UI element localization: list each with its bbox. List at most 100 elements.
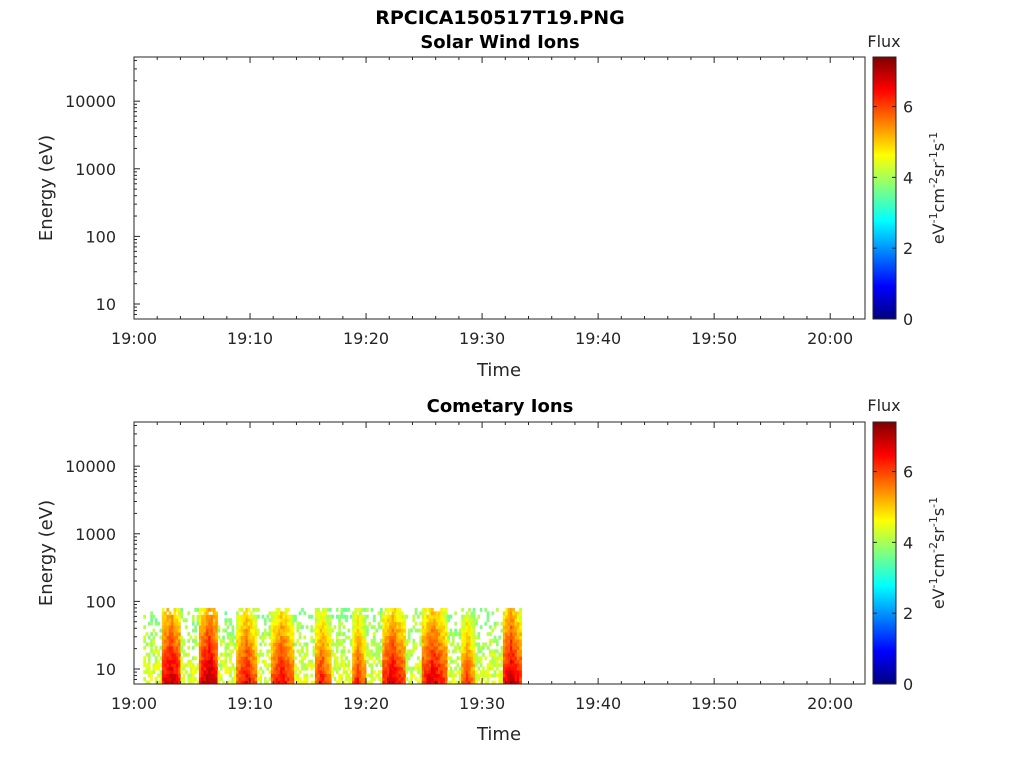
heatmap-cell — [331, 670, 334, 675]
panel-solar-wind-ions: Solar Wind Ions 19:00 19:10 19:20 19:30 19:4… — [36, 32, 948, 381]
heatmap-cell — [250, 645, 253, 650]
heatmap-cell — [461, 614, 464, 619]
heatmap-cell — [354, 611, 358, 616]
heatmap-cell — [389, 642, 392, 647]
heatmap-cell — [468, 642, 471, 647]
heatmap-cell — [393, 625, 397, 630]
heatmap-cell — [398, 642, 402, 647]
heatmap-cell — [342, 625, 346, 630]
heatmap-cell — [185, 663, 188, 668]
heatmap-cell — [215, 677, 218, 681]
heatmap-cell — [328, 673, 332, 678]
heatmap-cell — [175, 659, 179, 664]
heatmap-cell — [238, 614, 242, 619]
heatmap-cell — [256, 614, 260, 619]
heatmap-cell — [516, 673, 520, 678]
heatmap-cell — [444, 666, 448, 671]
heatmap-cell — [308, 614, 311, 619]
heatmap-cell — [219, 642, 223, 647]
heatmap-cell — [444, 607, 448, 612]
heatmap-cell — [145, 670, 149, 675]
heatmap-cell — [296, 666, 300, 671]
heatmap-cell — [461, 673, 464, 678]
heatmap-cell — [500, 649, 504, 654]
heatmap-cell — [275, 659, 279, 664]
heatmap-cell — [275, 611, 279, 616]
heatmap-cell — [498, 652, 502, 657]
heatmap-cell — [354, 614, 358, 619]
heatmap-cell — [201, 670, 205, 675]
heatmap-cell — [194, 628, 198, 633]
heatmap-cell — [198, 673, 202, 678]
heatmap-cell — [321, 618, 325, 623]
heatmap-cell — [328, 628, 332, 633]
heatmap-cell — [516, 670, 520, 675]
heatmap-cell — [458, 628, 462, 633]
heatmap-cell — [263, 628, 267, 633]
heatmap-cell — [298, 625, 302, 630]
heatmap-cell — [259, 673, 263, 678]
colorbar-unit: eV-1cm-2sr-1s-1 — [927, 132, 948, 244]
heatmap-cell — [491, 659, 495, 664]
heatmap-cell — [391, 611, 395, 616]
heatmap-cell — [315, 632, 318, 636]
heatmap-cell — [396, 656, 399, 661]
heatmap-cell — [303, 611, 307, 616]
heatmap-cell — [150, 639, 153, 643]
heatmap-cell — [301, 680, 304, 684]
heatmap-cell — [363, 635, 367, 640]
heatmap-cell — [502, 621, 506, 626]
heatmap-cell — [421, 677, 425, 681]
heatmap-cell — [277, 611, 281, 616]
heatmap-cell — [384, 625, 388, 630]
heatmap-cell — [203, 639, 207, 643]
heatmap-cell — [342, 652, 346, 657]
heatmap-cell — [379, 680, 383, 684]
heatmap-cell — [326, 670, 330, 675]
heatmap-cell — [396, 625, 399, 630]
heatmap-cell — [431, 645, 434, 650]
heatmap-cell — [289, 680, 293, 684]
heatmap-cell — [389, 628, 392, 633]
heatmap-cell — [509, 625, 513, 630]
heatmap-cell — [205, 680, 209, 684]
heatmap-cell — [333, 625, 337, 630]
heatmap-cell — [419, 677, 423, 681]
heatmap-cell — [252, 670, 256, 675]
colorbar-tick-label: 2 — [903, 239, 913, 258]
heatmap-cell — [398, 659, 402, 664]
heatmap-cell — [240, 670, 244, 675]
heatmap-cell — [509, 618, 513, 623]
heatmap-cell — [284, 652, 288, 657]
heatmap-cell — [247, 607, 251, 612]
heatmap-cell — [509, 656, 513, 661]
heatmap-cell — [342, 670, 346, 675]
heatmap-cell — [315, 663, 318, 668]
plot-area — [133, 56, 866, 320]
heatmap-cell — [391, 656, 395, 661]
heatmap-cell — [421, 611, 425, 616]
heatmap-cell — [205, 642, 209, 647]
heatmap-cell — [178, 670, 181, 675]
heatmap-cell — [389, 663, 392, 668]
heatmap-cell — [178, 635, 181, 640]
heatmap-cell — [312, 649, 316, 654]
heatmap-cell — [312, 663, 316, 668]
heatmap-cell — [356, 673, 360, 678]
heatmap-cell — [424, 628, 427, 633]
heatmap-cell — [289, 642, 293, 647]
heatmap-cell — [180, 659, 184, 664]
heatmap-cell — [502, 635, 506, 640]
heatmap-cell — [275, 625, 279, 630]
heatmap-cell — [440, 618, 444, 623]
heatmap-cell — [393, 677, 397, 681]
heatmap-cell — [352, 611, 355, 616]
heatmap-cell — [461, 642, 464, 647]
heatmap-cell — [502, 618, 506, 623]
heatmap-cell — [203, 673, 207, 678]
heatmap-cell — [356, 663, 360, 668]
heatmap-cell — [277, 666, 281, 671]
heatmap-cell — [500, 645, 504, 650]
heatmap-cell — [150, 621, 153, 626]
heatmap-cell — [500, 670, 504, 675]
